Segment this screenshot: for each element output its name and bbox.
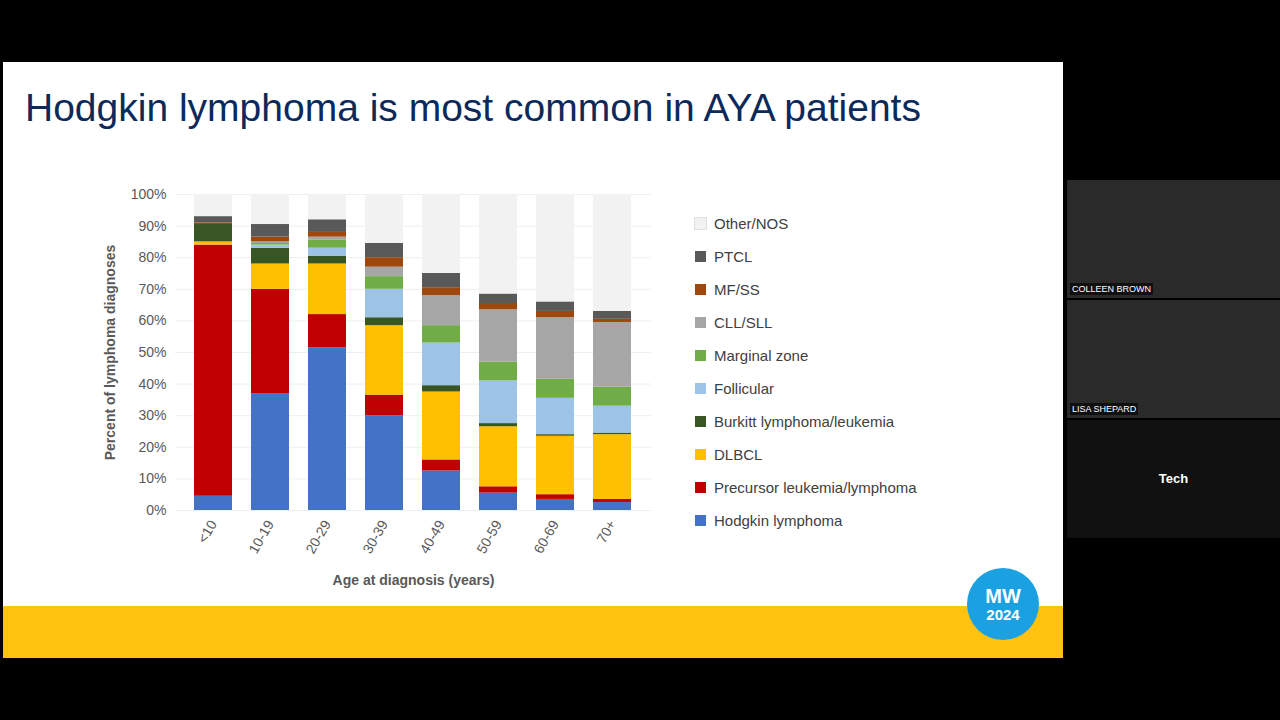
svg-text:70%: 70% (138, 281, 166, 297)
svg-text:100%: 100% (131, 186, 167, 202)
html-text:MF/SS: MF/SS (714, 280, 760, 298)
html-text:Precursor leukemia/lymphoma: Precursor leukemia/lymphoma (714, 478, 917, 496)
html-text:Hodgkin lymphoma: Hodgkin lymphoma (714, 511, 843, 529)
svg-text:Percent of lymphoma diagnoses: Percent of lymphoma diagnoses (102, 245, 118, 461)
html-text:Marginal zone: Marginal zone (714, 346, 809, 364)
svg-text:30%: 30% (138, 407, 166, 423)
svg-text:90%: 90% (138, 218, 166, 234)
svg-text:50-59: 50-59 (473, 517, 505, 556)
svg-text:70+: 70+ (593, 517, 619, 546)
svg-text:30-39: 30-39 (359, 517, 391, 556)
svg-text:60%: 60% (138, 312, 166, 328)
svg-text:10%: 10% (138, 470, 166, 486)
html-text:Burkitt lymphoma/leukemia: Burkitt lymphoma/leukemia (714, 412, 895, 430)
svg-text:50%: 50% (138, 344, 166, 360)
html-text:Follicular: Follicular (714, 379, 774, 397)
svg-text:80%: 80% (138, 249, 166, 265)
svg-text:40%: 40% (138, 376, 166, 392)
html-text:Other/NOS: Other/NOS (714, 214, 789, 232)
svg-text:60-69: 60-69 (530, 517, 562, 556)
svg-text:20-29: 20-29 (302, 517, 334, 556)
html-text:COLLEEN BROWN: COLLEEN BROWN (1072, 284, 1151, 294)
svg-text:10-19: 10-19 (245, 517, 277, 556)
html-text:Hodgkin lymphoma is most commo: Hodgkin lymphoma is most common in AYA p… (25, 86, 921, 129)
html-text:PTCL: PTCL (714, 247, 753, 265)
html-text:MW: MW (985, 584, 1021, 607)
svg-text:Age at diagnosis (years): Age at diagnosis (years) (333, 572, 495, 588)
svg-text:20%: 20% (138, 439, 166, 455)
html-text:LISA SHEPARD: LISA SHEPARD (1072, 404, 1137, 414)
html-text:DLBCL: DLBCL (714, 445, 763, 463)
html-text:2024: 2024 (986, 605, 1020, 623)
svg-text:0%: 0% (146, 502, 166, 518)
svg-text:<10: <10 (194, 517, 220, 546)
html-text:CLL/SLL: CLL/SLL (714, 313, 773, 331)
html-text:Tech: Tech (1158, 471, 1189, 486)
svg-text:40-49: 40-49 (416, 517, 448, 556)
